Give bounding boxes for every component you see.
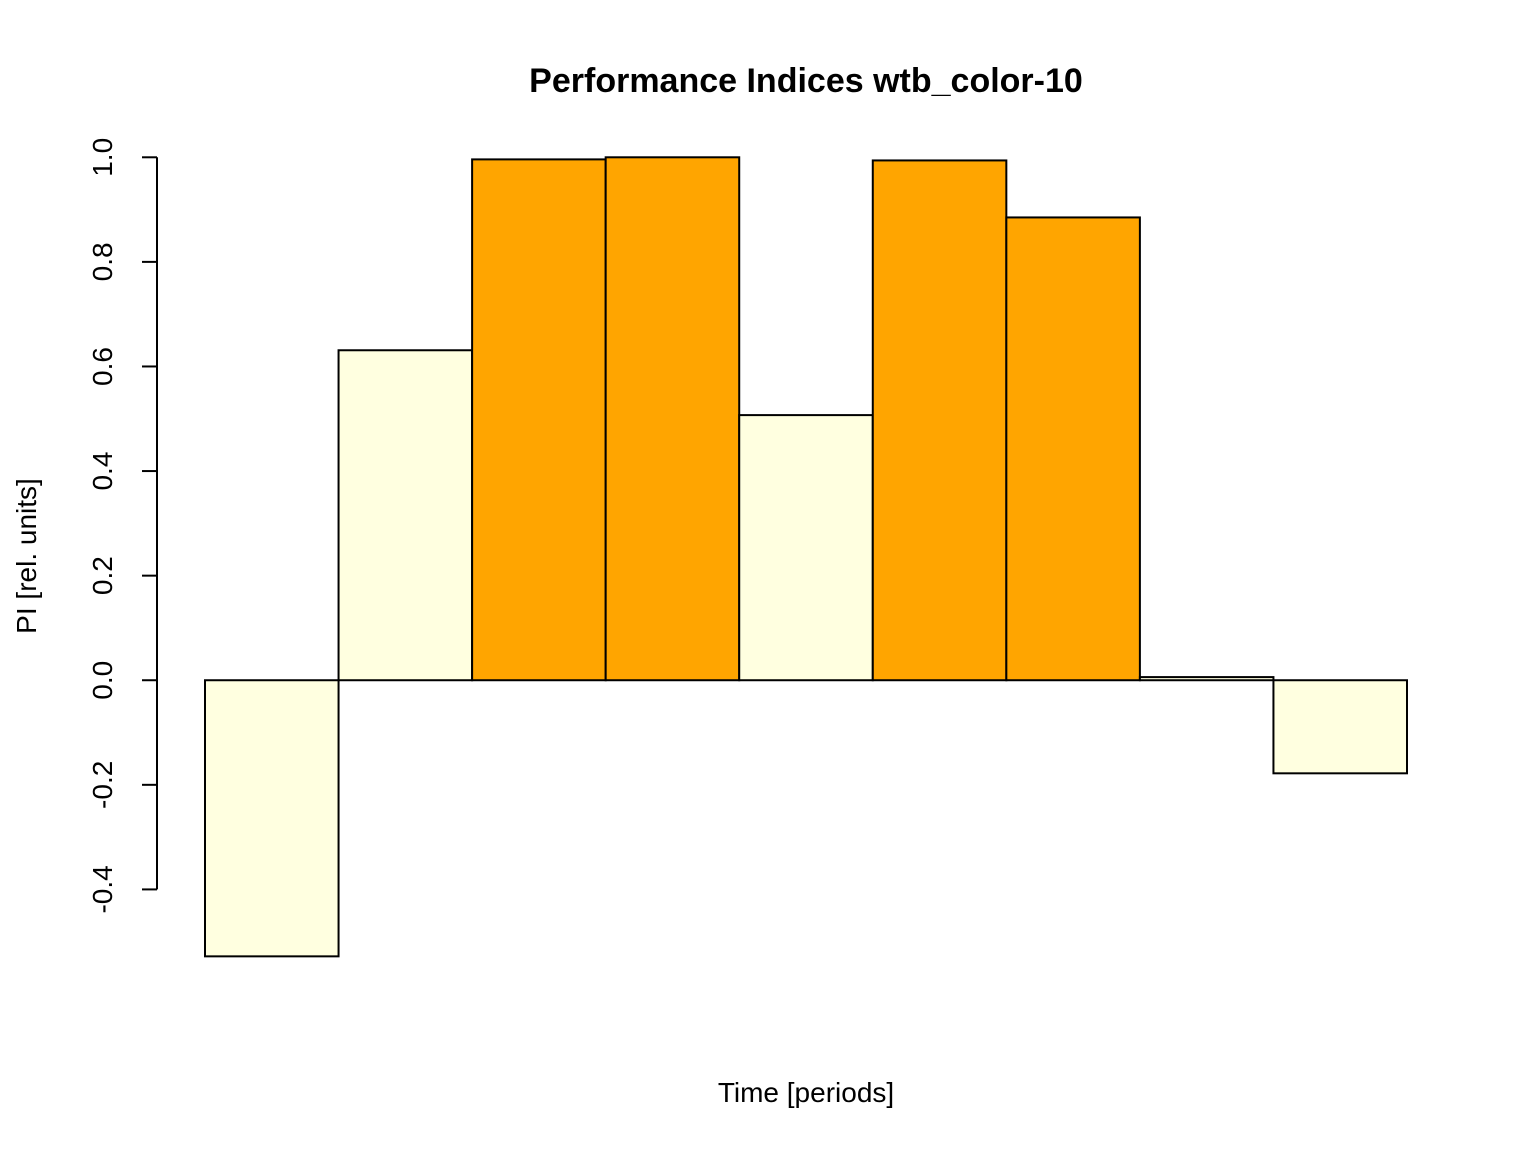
y-tick-label: 0.0 (87, 661, 118, 700)
y-tick-label: 1.0 (87, 138, 118, 177)
bar (738, 414, 874, 682)
y-tick-label: 0.6 (87, 347, 118, 386)
bar (604, 156, 741, 682)
y-tick-label: 0.8 (87, 242, 118, 281)
y-axis-label: PI [rel. units] (11, 478, 42, 634)
chart-title: Performance Indices wtb_color-10 (529, 62, 1083, 100)
x-axis-label: Time [periods] (718, 1077, 894, 1108)
bar (471, 158, 607, 682)
bar (871, 159, 1008, 682)
y-tick-label: -0.2 (87, 761, 118, 809)
bar (204, 679, 340, 958)
bar (1272, 679, 1409, 775)
y-tick-label: 0.2 (87, 556, 118, 595)
bar (337, 349, 474, 682)
bar (1005, 216, 1141, 682)
y-tick-label: -0.4 (87, 865, 118, 913)
bar (1138, 676, 1275, 682)
y-tick-label: 0.4 (87, 452, 118, 491)
